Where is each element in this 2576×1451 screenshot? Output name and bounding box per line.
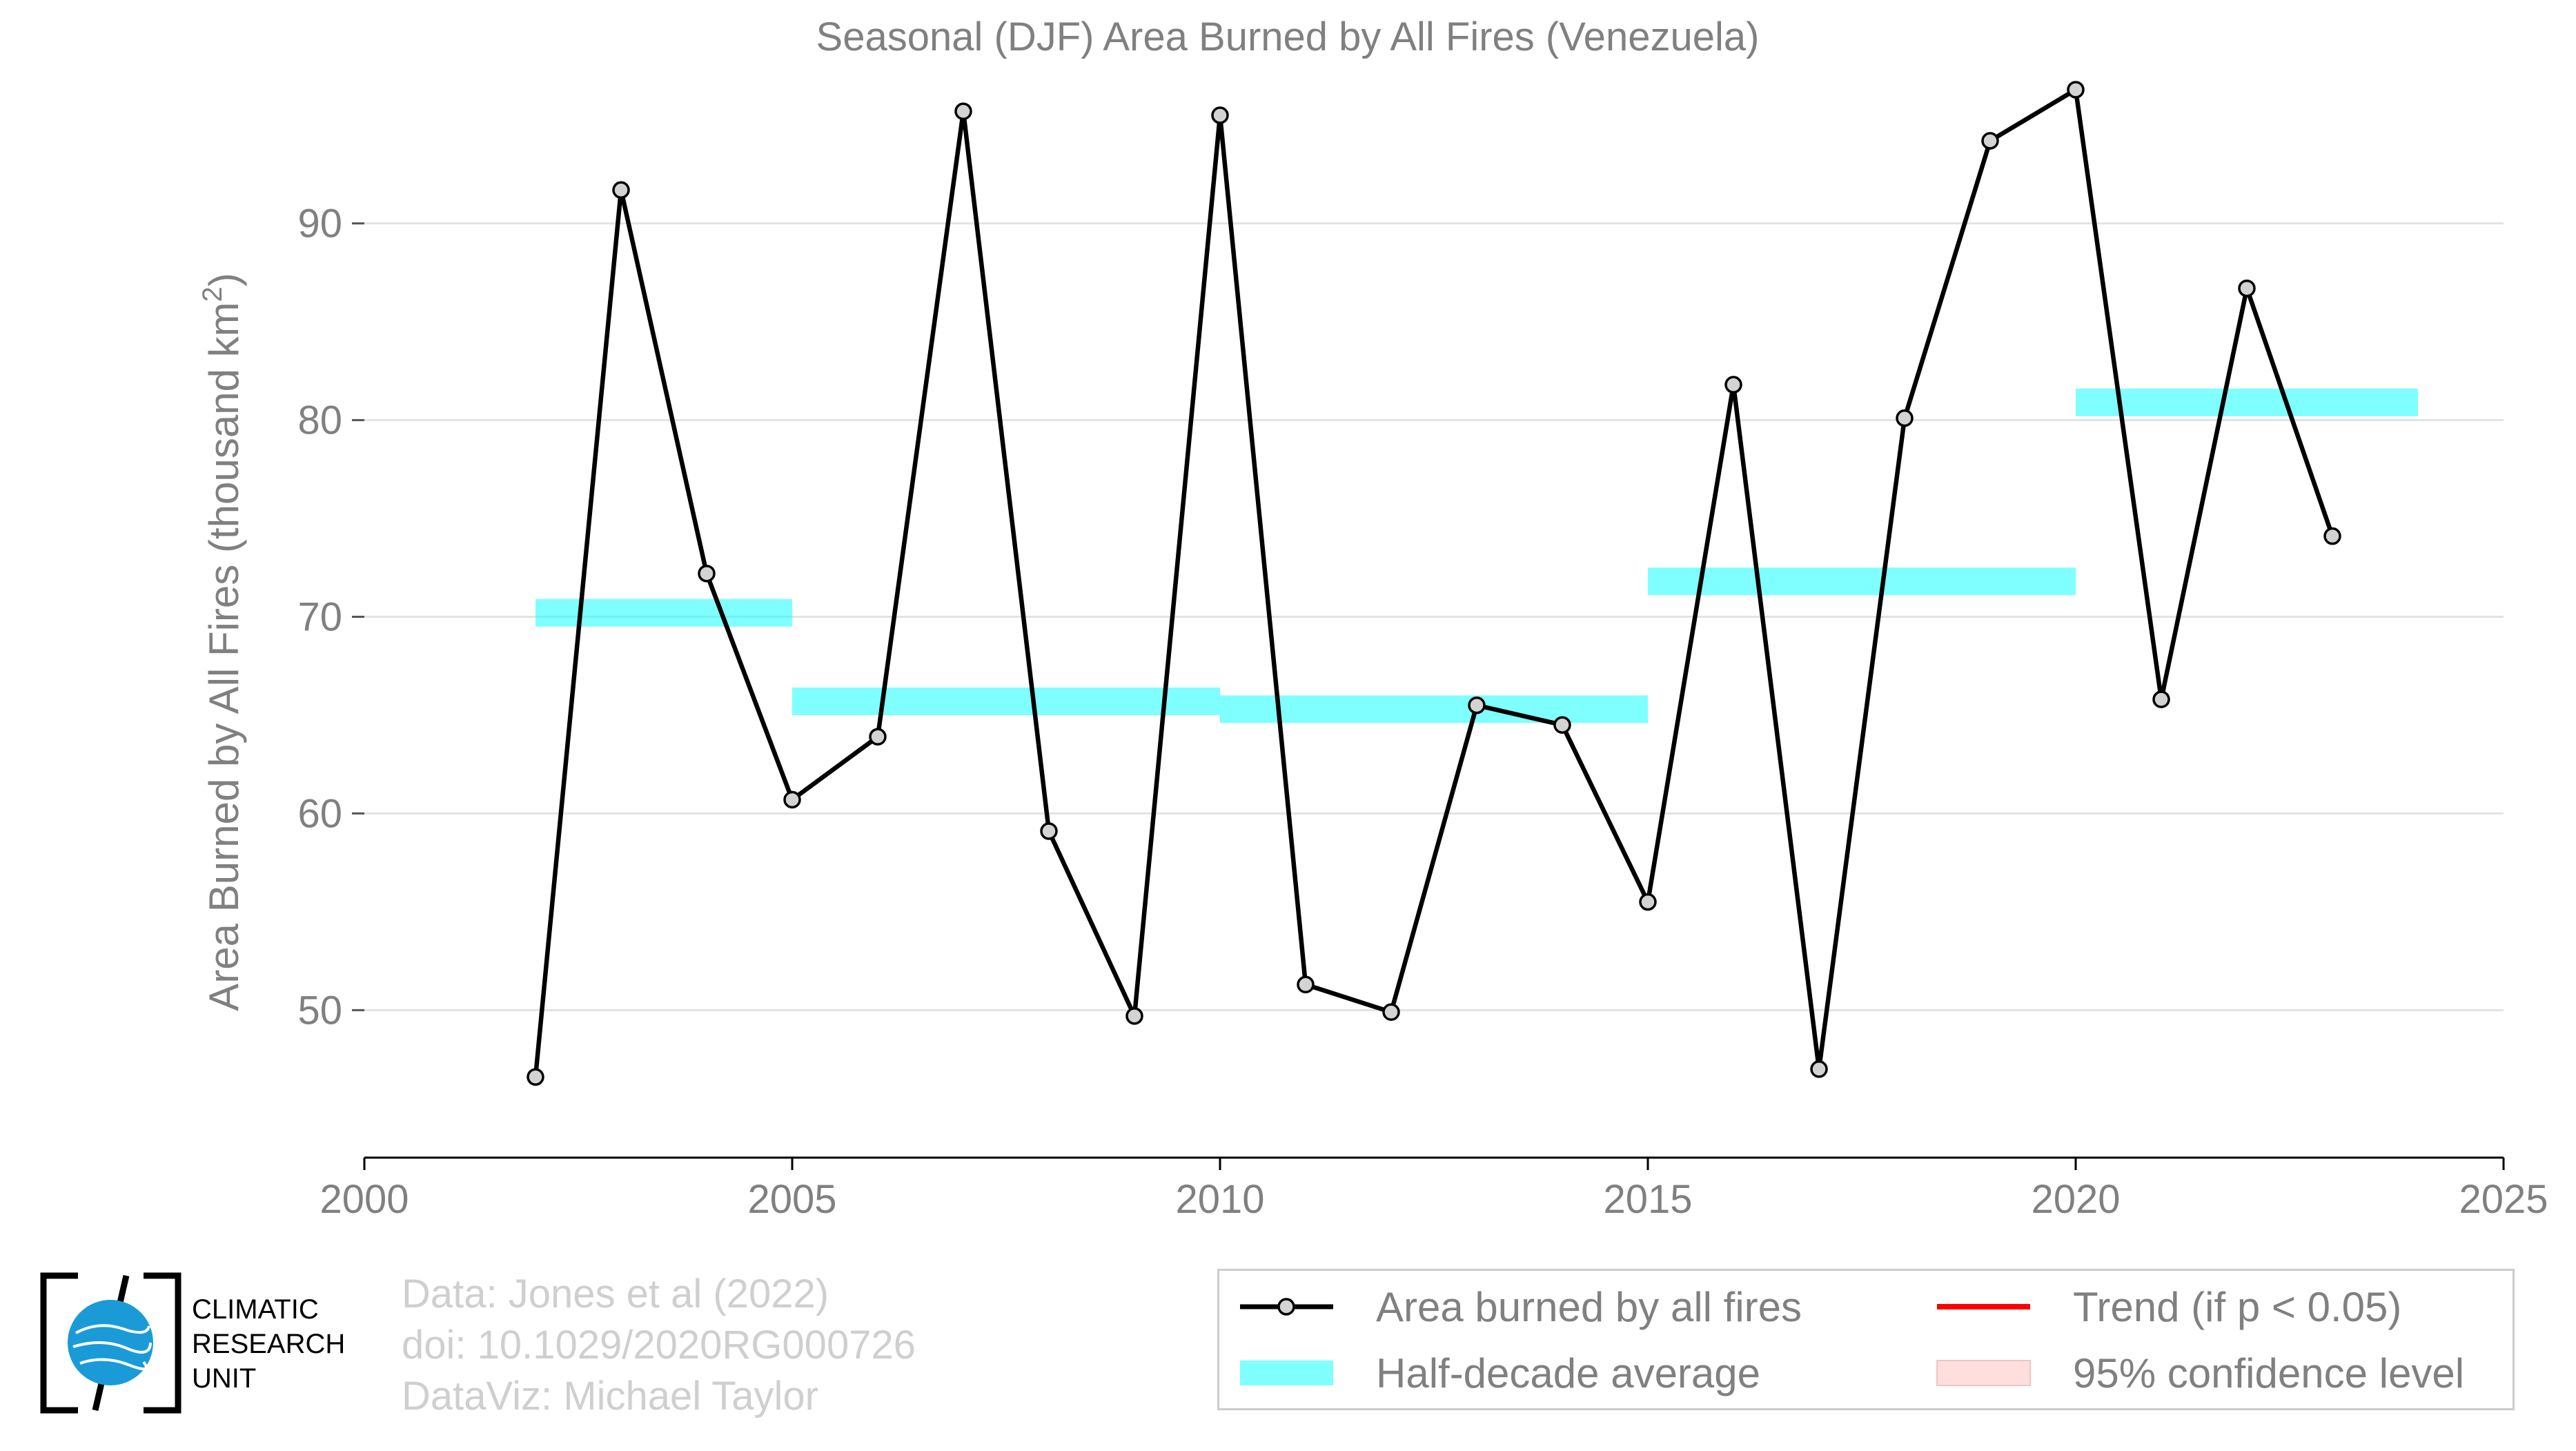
half-decade-average-band	[1648, 567, 2076, 596]
legend-item-trend: Trend (if p < 0.05)	[1930, 1276, 2401, 1338]
y-tick-label: 50	[297, 988, 342, 1033]
legend-label: Area burned by all fires	[1376, 1283, 1802, 1330]
credit-dataviz: DataViz: Michael Taylor	[402, 1374, 818, 1419]
area-burned-series	[533, 87, 2335, 1078]
data-point	[1382, 1003, 1400, 1021]
half-decade-average-band	[1220, 695, 1648, 723]
legend-item-half-decade: Half-decade average	[1233, 1342, 1760, 1404]
data-point	[698, 565, 716, 583]
data-point	[527, 1068, 544, 1086]
data-point	[1981, 132, 1999, 150]
x-tick-label: 2005	[747, 1177, 836, 1222]
data-point	[783, 790, 801, 809]
logo-line-1: CLIMATIC	[192, 1294, 319, 1325]
data-point	[1040, 822, 1058, 840]
data-point	[1896, 409, 1914, 427]
y-tick-label: 80	[297, 398, 342, 443]
data-point	[1724, 376, 1742, 394]
data-point	[954, 102, 972, 121]
legend-confidence-fill-icon	[1936, 1360, 2031, 1386]
x-tick-label: 2010	[1175, 1177, 1264, 1222]
legend-item-area-burned: Area burned by all fires	[1233, 1276, 1802, 1338]
series-line	[533, 87, 2335, 1078]
credit-data: Data: Jones et al (2022)	[402, 1272, 829, 1316]
x-tick-label: 2020	[2031, 1177, 2120, 1222]
legend-label: 95% confidence level	[2073, 1350, 2465, 1396]
area-burned-points	[527, 81, 2341, 1086]
legend-band-icon	[1240, 1361, 1333, 1385]
credits: Data: Jones et al (2022) doi: 10.1029/20…	[402, 1269, 916, 1422]
cru-logo-text: CLIMATIC RESEARCH UNIT	[192, 1292, 345, 1396]
axis-ticks: 50 60 70 80 90 2000 2005 2010 2015 2020 2025	[297, 202, 2548, 1222]
y-tick-label: 90	[297, 202, 342, 246]
logo-line-2: RESEARCH	[192, 1329, 346, 1359]
x-tick-label: 2025	[2459, 1177, 2548, 1222]
data-point	[869, 728, 887, 746]
half-decade-average-band	[792, 688, 1220, 716]
data-point	[1468, 696, 1486, 714]
data-point	[612, 181, 630, 199]
data-point	[2238, 279, 2256, 298]
legend-trend-line-icon	[1937, 1304, 2030, 1309]
data-point	[2152, 690, 2170, 708]
data-point	[1297, 975, 1315, 994]
half-decade-average-band	[535, 598, 792, 627]
legend-label: Half-decade average	[1376, 1350, 1761, 1396]
legend: Area burned by all fires Trend (if p < 0…	[1217, 1269, 2515, 1410]
data-point	[2323, 527, 2341, 545]
x-tick-label: 2015	[1603, 1177, 1692, 1222]
logo-line-3: UNIT	[192, 1363, 257, 1394]
half-decade-average-bands	[535, 388, 2418, 723]
credit-doi: doi: 10.1029/2020RG000726	[402, 1323, 916, 1367]
y-axis-label: Area Burned by All Fires (thousand km2)	[197, 273, 247, 1011]
data-point	[1810, 1060, 1828, 1078]
data-point	[1639, 893, 1657, 911]
half-decade-average-band	[2076, 388, 2418, 416]
data-point	[1125, 1007, 1143, 1025]
legend-line-marker-icon	[1240, 1298, 1333, 1316]
x-tick-label: 2000	[319, 1177, 409, 1222]
cru-logo	[40, 1272, 181, 1414]
y-tick-label: 70	[297, 595, 342, 640]
data-point	[2067, 81, 2085, 99]
chart-title: Seasonal (DJF) Area Burned by All Fires …	[816, 14, 1760, 59]
legend-item-confidence: 95% confidence level	[1930, 1342, 2464, 1404]
legend-label: Trend (if p < 0.05)	[2073, 1283, 2402, 1330]
y-tick-label: 60	[297, 791, 342, 836]
data-point	[1211, 106, 1229, 124]
data-point	[1553, 716, 1571, 734]
